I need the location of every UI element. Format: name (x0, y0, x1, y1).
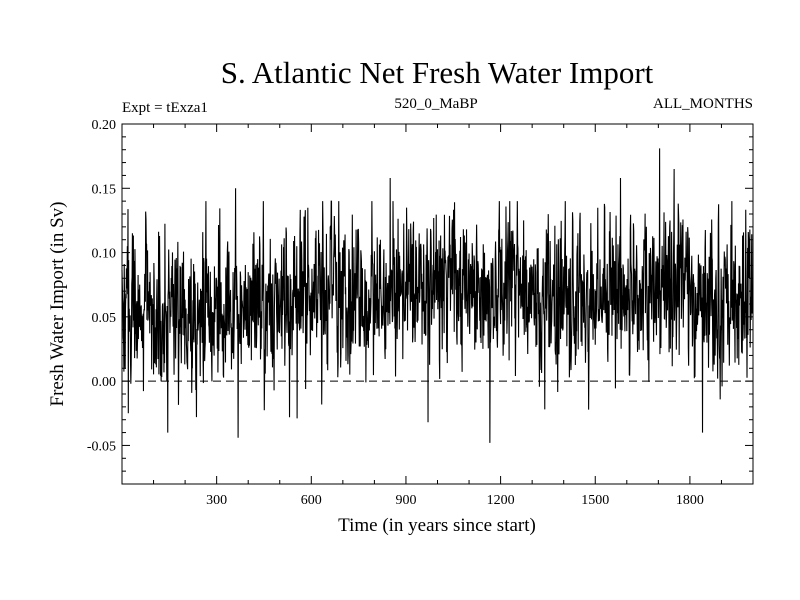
y-tick-label: 0.10 (92, 247, 117, 262)
x-tick-label: 1500 (581, 493, 609, 508)
x-axis-label: Time (in years since start) (338, 515, 536, 536)
months-label: ALL_MONTHS (653, 96, 753, 112)
y-tick-label: 0.00 (92, 375, 117, 390)
plot-frame (121, 123, 754, 485)
y-tick-label: 0.05 (92, 311, 117, 326)
y-axis-label: Fresh Water Import (in Sv) (47, 202, 68, 407)
period-label: 520_0_MaBP (394, 96, 477, 112)
y-tick-label: 0.15 (92, 182, 117, 197)
x-tick-label: 1200 (487, 493, 515, 508)
y-tick-label: 0.20 (92, 118, 117, 133)
y-tick-label: -0.05 (87, 439, 116, 454)
series-layer (121, 148, 754, 443)
x-tick-label: 600 (301, 493, 322, 508)
experiment-label: Expt = tExza1 (122, 100, 208, 116)
series-line (121, 148, 754, 443)
x-tick-label: 900 (395, 493, 416, 508)
chart-title: S. Atlantic Net Fresh Water Import (221, 55, 654, 90)
ticks-layer: 300 600 900 1200 1500 1800 -0.05 0.00 0.05 0.10 0.… (87, 118, 753, 508)
x-tick-label: 1800 (676, 493, 704, 508)
x-tick-label: 300 (206, 493, 227, 508)
